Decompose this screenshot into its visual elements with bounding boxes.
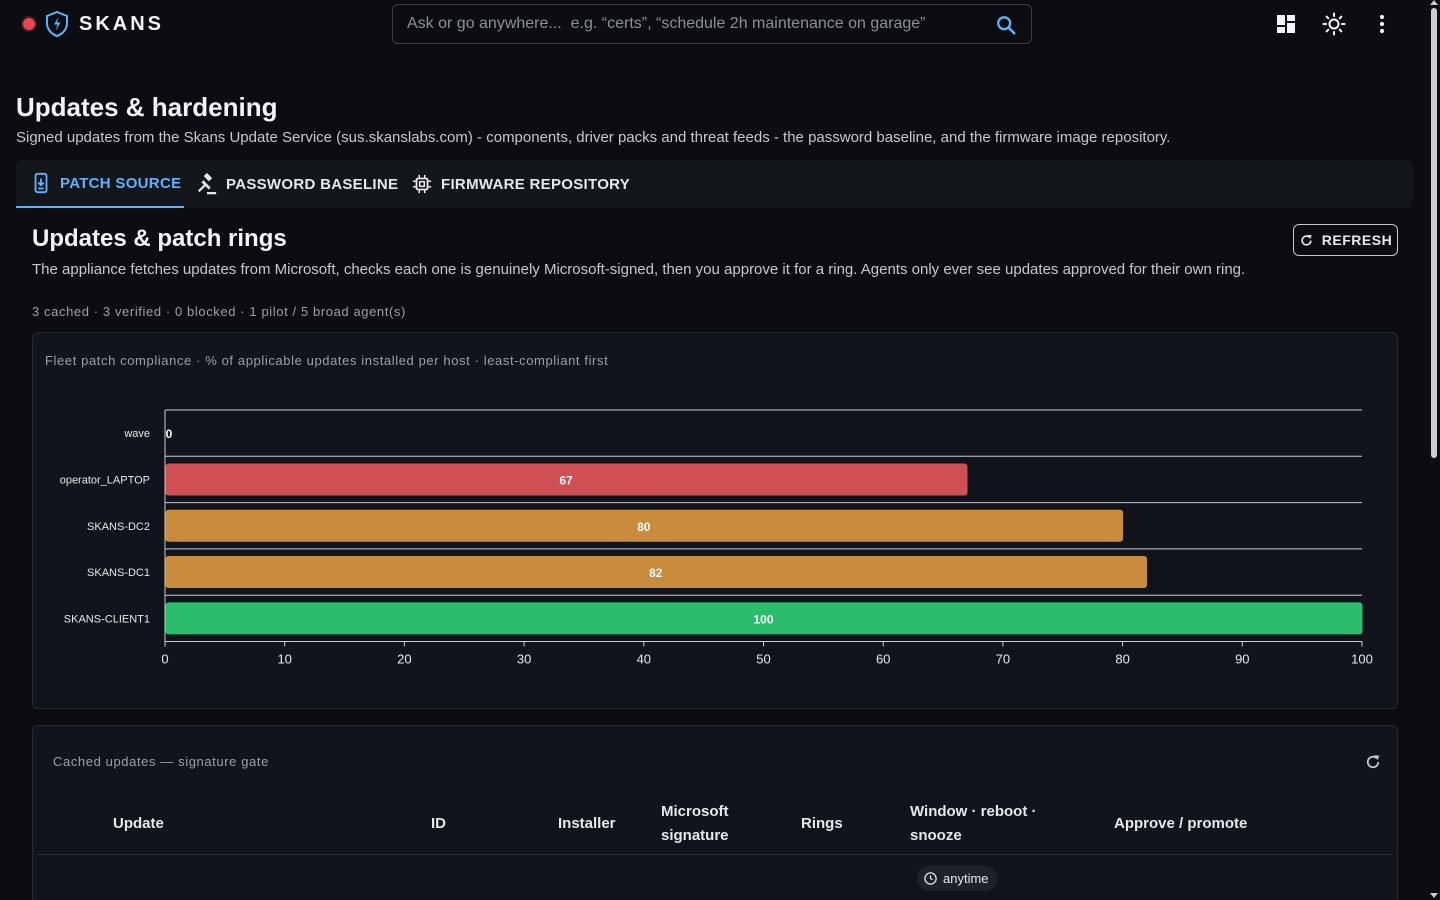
bar-value-label: 67: [559, 473, 573, 487]
y-category-label: SKANS-CLIENT1: [64, 613, 150, 625]
tab-patch-source-label: PATCH SOURCE: [60, 174, 182, 192]
tab-firmware-repository-label: FIRMWARE REPOSITORY: [441, 175, 631, 193]
section-title: Updates & patch rings: [32, 225, 287, 252]
bar: [165, 509, 1124, 542]
bar-value-label: 82: [649, 566, 663, 580]
refresh-button-label: REFRESH: [1321, 232, 1393, 248]
x-tick-label: 30: [517, 652, 531, 667]
refresh-button[interactable]: REFRESH: [1293, 224, 1398, 256]
y-category-label: wave: [123, 428, 150, 440]
table-header-divider: [37, 854, 1393, 855]
x-tick-label: 80: [1115, 652, 1129, 667]
scroll-up-arrow-icon[interactable]: [1430, 0, 1438, 5]
y-category-label: SKANS-DC1: [87, 567, 150, 579]
table-caption: Cached updates — signature gate: [53, 754, 269, 769]
app-logo-text[interactable]: SKANS: [79, 13, 165, 35]
top-bar: SKANS: [0, 0, 1428, 48]
x-tick-label: 100: [1351, 652, 1373, 667]
window-chip-label: anytime: [943, 871, 989, 886]
section-description: The appliance fetches updates from Micro…: [32, 261, 1246, 278]
compliance-bar-chart: 0 10 20 30 40 50 60 70 80 90 100 wave 0 operator_LAPT…: [60, 409, 1373, 667]
x-tick-label: 70: [996, 652, 1010, 667]
column-header-installer[interactable]: Installer: [558, 815, 616, 832]
column-header-rings[interactable]: Rings: [801, 815, 843, 832]
scrollbar-thumb[interactable]: [1431, 8, 1437, 458]
page-subtitle: Signed updates from the Skans Update Ser…: [16, 129, 1171, 146]
page-scrollbar[interactable]: [1428, 0, 1440, 900]
status-dot-icon: [23, 18, 35, 30]
global-search: [392, 4, 1032, 44]
y-category-label: SKANS-DC2: [87, 521, 150, 533]
scroll-down-arrow-icon[interactable]: [1430, 893, 1438, 898]
cached-updates-card: Cached updates — signature gate Update I…: [32, 725, 1398, 900]
bar: [165, 602, 1363, 635]
x-tick-label: 0: [161, 652, 168, 667]
bar-value-label: 0: [166, 427, 173, 441]
dashboard-grid-icon[interactable]: [1274, 12, 1298, 36]
x-tick-label: 50: [756, 652, 770, 667]
tab-bar: PATCH SOURCE PASSWORD BASELINE FIRMWARE …: [16, 160, 1413, 208]
gavel-icon: [197, 173, 217, 195]
table-refresh-icon[interactable]: [1364, 753, 1382, 771]
refresh-icon: [1301, 234, 1312, 246]
bar-value-label: 100: [753, 612, 773, 626]
chip-icon: [412, 174, 432, 194]
chart-title: Fleet patch compliance · % of applicable…: [45, 353, 609, 368]
compliance-chart-card: Fleet patch compliance · % of applicable…: [32, 332, 1398, 709]
fleet-stats: 3 cached · 3 verified · 0 blocked · 1 pi…: [32, 304, 406, 319]
y-category-label: operator_LAPTOP: [60, 474, 150, 486]
x-tick-label: 10: [277, 652, 291, 667]
tab-password-baseline-label: PASSWORD BASELINE: [226, 175, 399, 193]
x-tick-label: 20: [397, 652, 411, 667]
sun-icon[interactable]: [1322, 12, 1346, 36]
phone-download-icon: [34, 172, 48, 194]
column-header-id[interactable]: ID: [431, 815, 446, 832]
column-header-microsoft-signature[interactable]: Microsoft signature: [661, 803, 729, 844]
bar: [165, 463, 968, 496]
page-title: Updates & hardening: [16, 92, 278, 122]
tab-patch-source[interactable]: PATCH SOURCE: [16, 160, 184, 208]
bar-value-label: 80: [637, 520, 651, 534]
column-header-window[interactable]: Window · reboot · snooze: [910, 803, 1037, 844]
search-input[interactable]: [393, 5, 983, 43]
search-icon[interactable]: [995, 14, 1017, 36]
column-header-update[interactable]: Update: [113, 815, 164, 832]
x-tick-label: 60: [876, 652, 890, 667]
column-header-approve-promote[interactable]: Approve / promote: [1114, 815, 1248, 832]
window-chip: anytime: [917, 866, 997, 891]
bar: [165, 556, 1148, 589]
more-vertical-icon[interactable]: [1370, 12, 1394, 36]
clock-icon: [924, 872, 937, 885]
x-tick-label: 90: [1235, 652, 1249, 667]
tab-password-baseline[interactable]: PASSWORD BASELINE: [196, 160, 398, 208]
x-tick-label: 40: [637, 652, 651, 667]
tab-firmware-repository[interactable]: FIRMWARE REPOSITORY: [411, 160, 630, 208]
shield-bolt-icon: [46, 11, 68, 37]
